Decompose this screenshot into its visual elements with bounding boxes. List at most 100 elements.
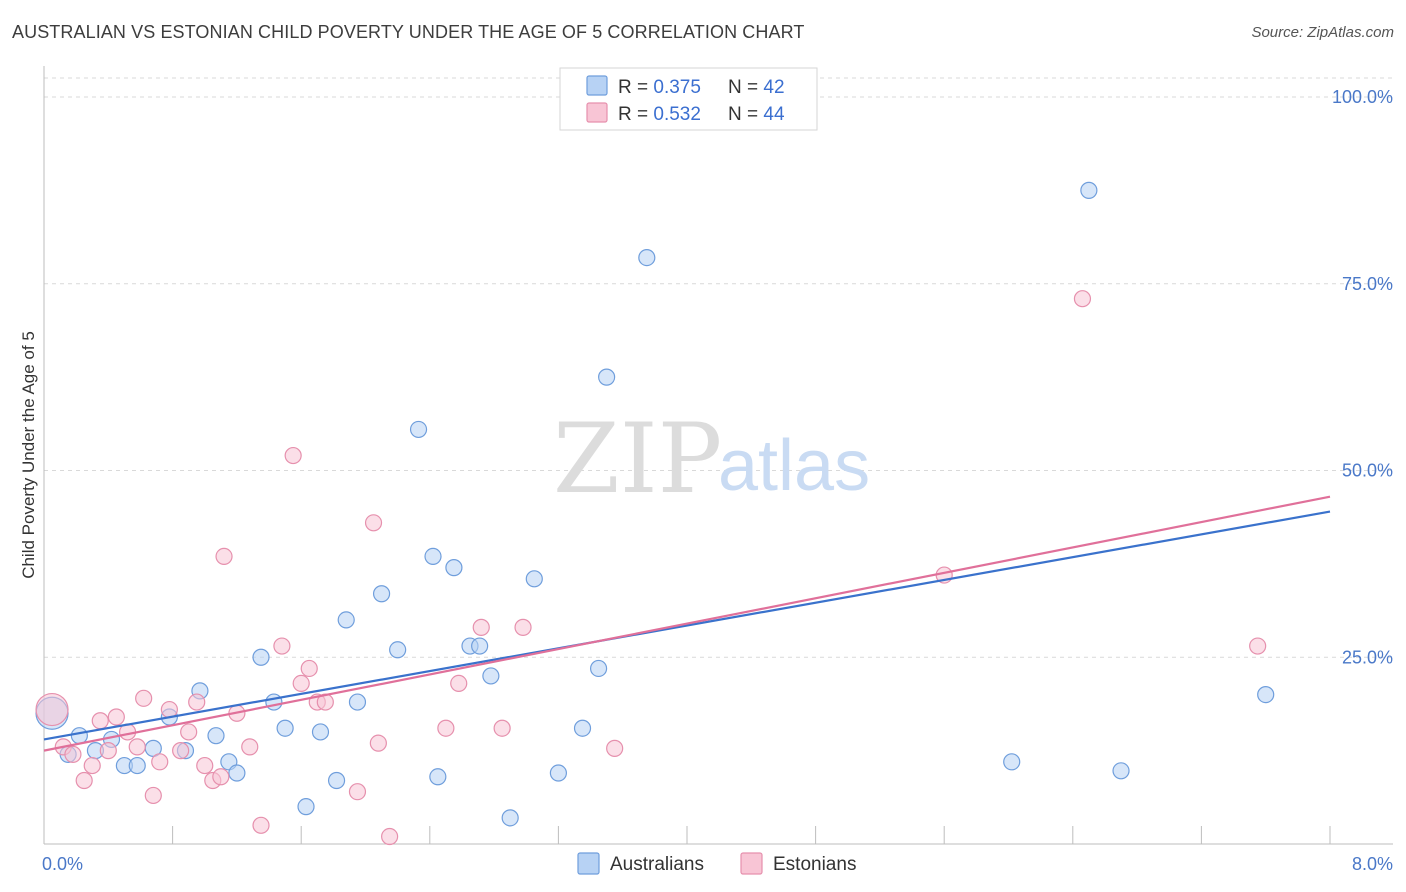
point-australians-34 xyxy=(573,719,592,737)
point-estonians-41 xyxy=(1073,290,1092,308)
point-australians-35 xyxy=(589,659,608,678)
point-australians-13 xyxy=(228,764,246,782)
bottom-legend-swatch-estonians xyxy=(740,852,763,875)
svg-text:R = 0.375: R = 0.375 xyxy=(618,77,701,98)
chart-title: AUSTRALIAN VS ESTONIAN CHILD POVERTY UND… xyxy=(12,22,805,42)
legend: R = 0.375 N = 42 R = 0.532 N = 44 xyxy=(559,67,818,131)
point-estonians-12 xyxy=(151,753,169,771)
svg-text:N = 44: N = 44 xyxy=(728,104,785,125)
point-australians-23 xyxy=(389,641,407,659)
legend-r-value: 0.532 xyxy=(653,104,701,125)
point-estonians-23 xyxy=(252,816,270,834)
point-estonians-39 xyxy=(606,739,624,757)
y-tick-label-0: 25.0% xyxy=(1342,647,1393,667)
point-australians-11 xyxy=(207,727,225,745)
point-estonians-16 xyxy=(188,693,206,711)
point-australians-15 xyxy=(265,693,283,711)
point-australians-16 xyxy=(276,719,294,737)
point-australians-21 xyxy=(348,693,367,711)
point-australians-31 xyxy=(501,809,519,827)
legend-n-label: N = xyxy=(728,77,763,98)
point-estonians-0 xyxy=(35,692,69,727)
point-estonians-25 xyxy=(284,446,302,465)
grid-lines xyxy=(44,77,1393,658)
tick-labels: 25.0% 50.0% 75.0% 100.0% 0.0% 8.0% xyxy=(42,87,1393,874)
x-tick-label-max: 8.0% xyxy=(1352,854,1393,874)
legend-n-value: 42 xyxy=(763,77,784,98)
source-credit: Source: ZipAtlas.com xyxy=(1251,24,1394,41)
watermark-atlas: atlas xyxy=(718,426,870,506)
x-tick-label-min: 0.0% xyxy=(42,854,83,874)
point-australians-27 xyxy=(445,559,463,577)
point-estonians-30 xyxy=(348,783,367,801)
point-estonians-38 xyxy=(514,618,532,636)
point-estonians-27 xyxy=(300,659,318,678)
y-tick-label-3: 100.0% xyxy=(1332,87,1393,107)
svg-text:N = 42: N = 42 xyxy=(728,77,785,98)
data-points xyxy=(35,181,1275,846)
point-estonians-17 xyxy=(196,756,214,775)
point-estonians-33 xyxy=(381,827,399,846)
point-estonians-6 xyxy=(99,742,117,760)
point-estonians-19 xyxy=(212,768,230,786)
point-australians-6 xyxy=(128,756,146,775)
point-estonians-32 xyxy=(369,734,387,752)
trend-line-estonians xyxy=(43,495,1331,752)
point-australians-29 xyxy=(471,637,489,655)
point-estonians-14 xyxy=(172,742,190,760)
point-estonians-7 xyxy=(107,708,125,726)
bottom-legend-label-estonians: Estonians xyxy=(773,854,856,875)
y-tick-label-2: 75.0% xyxy=(1342,274,1393,294)
point-australians-18 xyxy=(311,723,330,741)
point-australians-39 xyxy=(1080,181,1098,199)
point-estonians-20 xyxy=(215,547,233,566)
point-estonians-22 xyxy=(241,738,259,756)
point-estonians-26 xyxy=(292,674,310,692)
point-australians-17 xyxy=(297,798,315,816)
point-australians-26 xyxy=(429,768,447,786)
point-estonians-34 xyxy=(437,719,455,737)
point-australians-36 xyxy=(598,368,616,386)
trend-lines xyxy=(43,495,1331,752)
point-estonians-42 xyxy=(1249,637,1267,655)
point-estonians-35 xyxy=(450,674,468,692)
y-tick-label-1: 50.0% xyxy=(1342,461,1393,481)
point-australians-38 xyxy=(1003,753,1021,771)
legend-r-value: 0.375 xyxy=(653,77,701,98)
point-australians-30 xyxy=(482,667,500,685)
legend-r-label: R = xyxy=(618,104,653,125)
bottom-legend-label-australians: Australians xyxy=(610,854,704,875)
legend-n-value: 44 xyxy=(763,104,785,125)
point-estonians-37 xyxy=(493,719,511,737)
point-australians-14 xyxy=(252,648,270,666)
trend-line-australians xyxy=(43,510,1331,741)
point-australians-32 xyxy=(525,570,543,588)
point-australians-33 xyxy=(549,764,568,782)
point-estonians-2 xyxy=(64,745,82,763)
point-australians-2 xyxy=(70,727,88,745)
y-axis-label: Child Poverty Under the Age of 5 xyxy=(19,331,38,579)
point-estonians-10 xyxy=(135,689,153,707)
bottom-legend: Australians Estonians xyxy=(577,852,856,875)
point-estonians-3 xyxy=(75,771,93,790)
point-estonians-31 xyxy=(364,514,383,532)
legend-swatch-estonians xyxy=(586,102,608,123)
point-estonians-36 xyxy=(472,618,490,636)
point-estonians-5 xyxy=(91,712,109,730)
point-estonians-4 xyxy=(83,756,101,775)
legend-swatch-australians xyxy=(586,75,608,96)
point-australians-40 xyxy=(1112,762,1130,780)
point-australians-24 xyxy=(409,420,428,439)
point-australians-20 xyxy=(337,611,355,629)
legend-n-label: N = xyxy=(728,104,763,125)
watermark-zip: ZIP xyxy=(553,403,722,515)
point-estonians-24 xyxy=(273,637,291,655)
point-estonians-11 xyxy=(144,786,162,805)
bottom-legend-swatch-australians xyxy=(577,852,600,875)
point-australians-22 xyxy=(372,585,391,603)
point-australians-41 xyxy=(1257,685,1275,704)
point-australians-37 xyxy=(638,249,656,267)
axes xyxy=(43,66,1393,845)
point-australians-19 xyxy=(327,771,346,790)
